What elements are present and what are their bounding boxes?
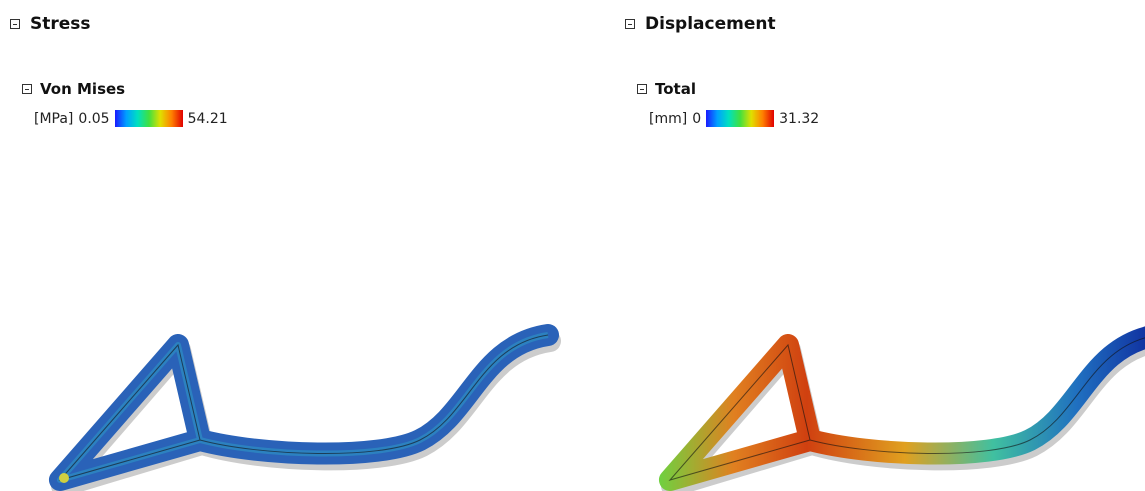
subsection-title: Total bbox=[655, 80, 696, 98]
color-bar bbox=[706, 110, 774, 127]
legend: [MPa] 0.05 54.21 bbox=[34, 110, 228, 127]
section-title: Displacement bbox=[645, 14, 776, 34]
stress-panel: Stress Von Mises [MPa] 0.05 54.21 bbox=[0, 0, 560, 491]
subsection-title: Von Mises bbox=[40, 80, 125, 98]
legend-min: 0 bbox=[692, 111, 701, 127]
legend: [mm] 0 31.32 bbox=[649, 110, 819, 127]
section-header[interactable]: Displacement bbox=[625, 14, 776, 34]
section-title: Stress bbox=[30, 14, 91, 34]
subsection-header[interactable]: Total bbox=[637, 80, 696, 98]
section-header[interactable]: Stress bbox=[10, 14, 91, 34]
legend-max: 54.21 bbox=[188, 111, 228, 127]
subsection-header[interactable]: Von Mises bbox=[22, 80, 125, 98]
legend-max: 31.32 bbox=[779, 111, 819, 127]
screen: Stress Von Mises [MPa] 0.05 54.21 Displa… bbox=[0, 0, 1145, 491]
unit: [MPa] bbox=[34, 111, 73, 127]
legend-min: 0.05 bbox=[78, 111, 109, 127]
color-bar bbox=[115, 110, 183, 127]
unit: [mm] bbox=[649, 111, 687, 127]
displacement-panel: Displacement Total [mm] 0 31.32 bbox=[615, 0, 1145, 491]
